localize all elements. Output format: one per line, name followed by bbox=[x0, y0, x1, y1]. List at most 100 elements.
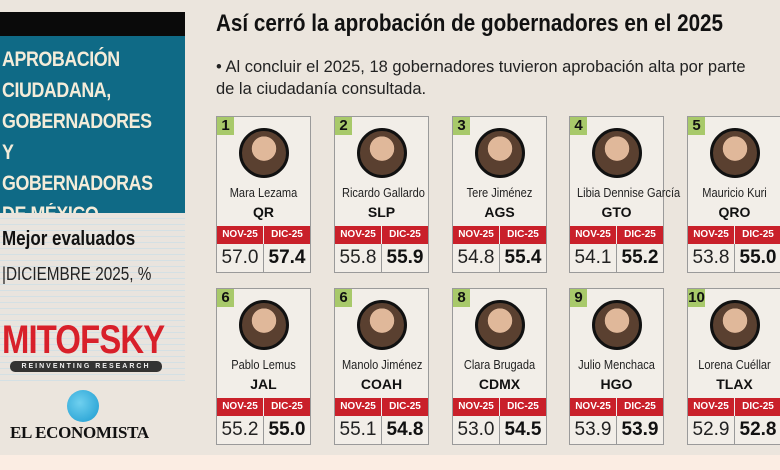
dic-label: DIC-25 bbox=[616, 398, 663, 416]
rank-badge: 4 bbox=[570, 117, 587, 135]
nov-value: 55.8 bbox=[339, 247, 377, 268]
governor-photo bbox=[710, 300, 760, 350]
governor-card: 3 Tere Jiménez AGS NOV-25 DIC-25 54.8 55.4 bbox=[452, 116, 547, 273]
nov-label: NOV-25 bbox=[340, 401, 376, 412]
date-label: |DICIEMBRE 2025, % bbox=[2, 264, 152, 284]
dic-label: DIC-25 bbox=[381, 226, 428, 244]
rank-badge: 6 bbox=[217, 289, 234, 307]
governor-card: 1 Mara Lezama QR NOV-25 DIC-25 57.0 57.4 bbox=[216, 116, 311, 273]
approval-values: 55.8 55.9 bbox=[335, 244, 428, 272]
dic-label: DIC-25 bbox=[734, 226, 780, 244]
approval-values: 57.0 57.4 bbox=[217, 244, 310, 272]
governor-card: 2 Ricardo Gallardo SLP NOV-25 DIC-25 55.8… bbox=[334, 116, 429, 273]
dic-label: DIC-25 bbox=[734, 398, 780, 416]
heading-line: CIUDADANA, bbox=[2, 79, 111, 102]
governor-name: Ricardo Gallardo bbox=[341, 185, 425, 200]
governor-name: Libia Dennise García bbox=[576, 185, 681, 200]
wave-pattern bbox=[0, 213, 185, 381]
governor-name: Julio Menchaca bbox=[578, 357, 655, 372]
governor-card: 10 Lorena Cuéllar TLAX NOV-25 DIC-25 52.9… bbox=[687, 288, 780, 445]
approval-values: 53.0 54.5 bbox=[453, 416, 546, 444]
sidebar-heading: APROBACIÓN CIUDADANA, GOBERNADORES Y GOB… bbox=[0, 36, 185, 226]
subtitle: Mejor evaluados bbox=[2, 228, 136, 250]
bottom-band bbox=[0, 455, 780, 470]
dic-value: 55.4 bbox=[499, 244, 546, 272]
black-bar bbox=[0, 12, 185, 36]
dic-label: DIC-25 bbox=[381, 398, 428, 416]
state-code: COAH bbox=[360, 376, 403, 392]
nov-value: 55.2 bbox=[221, 419, 259, 440]
governor-name: Lorena Cuéllar bbox=[698, 357, 771, 372]
page-title: Así cerró la aprobación de gobernadores … bbox=[216, 10, 724, 37]
dic-value: 55.0 bbox=[263, 416, 310, 444]
period-header: NOV-25 DIC-25 bbox=[453, 398, 546, 416]
nov-value: 53.8 bbox=[692, 247, 730, 268]
approval-values: 54.8 55.4 bbox=[453, 244, 546, 272]
governor-photo bbox=[357, 128, 407, 178]
rank-badge: 3 bbox=[453, 117, 470, 135]
dic-label: DIC-25 bbox=[499, 398, 546, 416]
nov-label: NOV-25 bbox=[693, 229, 729, 240]
period-header: NOV-25 DIC-25 bbox=[570, 226, 663, 244]
governor-card: 5 Mauricio Kuri QRO NOV-25 DIC-25 53.8 55.… bbox=[687, 116, 780, 273]
governor-card: 8 Clara Brugada CDMX NOV-25 DIC-25 53.0 54… bbox=[452, 288, 547, 445]
period-header: NOV-25 DIC-25 bbox=[688, 226, 780, 244]
state-code: AGS bbox=[484, 204, 515, 220]
governor-card: 4 Libia Dennise García GTO NOV-25 DIC-25 … bbox=[569, 116, 681, 273]
rank-badge: 10 bbox=[688, 289, 705, 307]
approval-values: 54.1 55.2 bbox=[570, 244, 663, 272]
rank-badge: 6 bbox=[335, 289, 352, 307]
rank-badge: 1 bbox=[217, 117, 234, 135]
dic-value: 55.2 bbox=[616, 244, 663, 272]
governor-name: Tere Jiménez bbox=[466, 185, 533, 200]
governor-card: 6 Pablo Lemus JAL NOV-25 DIC-25 55.2 55.0 bbox=[216, 288, 311, 445]
governor-name: Manolo Jiménez bbox=[341, 357, 423, 372]
period-header: NOV-25 DIC-25 bbox=[570, 398, 663, 416]
heading-line: GOBERNADORAS bbox=[2, 172, 153, 195]
governor-name: Clara Brugada bbox=[463, 357, 536, 372]
period-header: NOV-25 DIC-25 bbox=[217, 398, 310, 416]
state-code: JAL bbox=[250, 376, 277, 392]
approval-values: 53.8 55.0 bbox=[688, 244, 780, 272]
heading-line: APROBACIÓN bbox=[2, 48, 120, 71]
state-code: GTO bbox=[601, 204, 632, 220]
governor-photo bbox=[239, 128, 289, 178]
governor-photo bbox=[592, 128, 642, 178]
period-header: NOV-25 DIC-25 bbox=[453, 226, 546, 244]
period-header: NOV-25 DIC-25 bbox=[688, 398, 780, 416]
nov-value: 57.0 bbox=[221, 247, 259, 268]
nov-label: NOV-25 bbox=[693, 401, 729, 412]
governor-photo bbox=[710, 128, 760, 178]
governor-photo bbox=[239, 300, 289, 350]
dic-label: DIC-25 bbox=[616, 226, 663, 244]
rank-badge: 5 bbox=[688, 117, 705, 135]
dic-value: 52.8 bbox=[734, 416, 780, 444]
state-code: QR bbox=[253, 204, 274, 220]
nov-value: 54.8 bbox=[457, 247, 495, 268]
mitofsky-tagline: REINVENTING RESEARCH bbox=[10, 361, 162, 372]
nov-value: 55.1 bbox=[339, 419, 377, 440]
period-header: NOV-25 DIC-25 bbox=[335, 398, 428, 416]
nov-value: 53.0 bbox=[457, 419, 495, 440]
dic-value: 55.9 bbox=[381, 244, 428, 272]
nov-value: 54.1 bbox=[574, 247, 612, 268]
state-code: HGO bbox=[600, 376, 633, 392]
state-code: TLAX bbox=[716, 376, 753, 392]
governor-name: Mauricio Kuri bbox=[702, 185, 767, 200]
governor-name: Pablo Lemus bbox=[231, 357, 296, 372]
nov-label: NOV-25 bbox=[458, 229, 494, 240]
heading-line: GOBERNADORES Y bbox=[2, 110, 152, 164]
governor-photo bbox=[475, 128, 525, 178]
dic-value: 54.5 bbox=[499, 416, 546, 444]
period-header: NOV-25 DIC-25 bbox=[217, 226, 310, 244]
state-code: QRO bbox=[718, 204, 751, 220]
nov-label: NOV-25 bbox=[222, 229, 258, 240]
governor-card: 6 Manolo Jiménez COAH NOV-25 DIC-25 55.1 5… bbox=[334, 288, 429, 445]
state-code: CDMX bbox=[478, 376, 521, 392]
dic-value: 57.4 bbox=[263, 244, 310, 272]
approval-values: 53.9 53.9 bbox=[570, 416, 663, 444]
approval-values: 55.2 55.0 bbox=[217, 416, 310, 444]
state-code: SLP bbox=[367, 204, 396, 220]
dic-label: DIC-25 bbox=[263, 398, 310, 416]
mitofsky-logo: MITOFSKY bbox=[2, 318, 165, 362]
